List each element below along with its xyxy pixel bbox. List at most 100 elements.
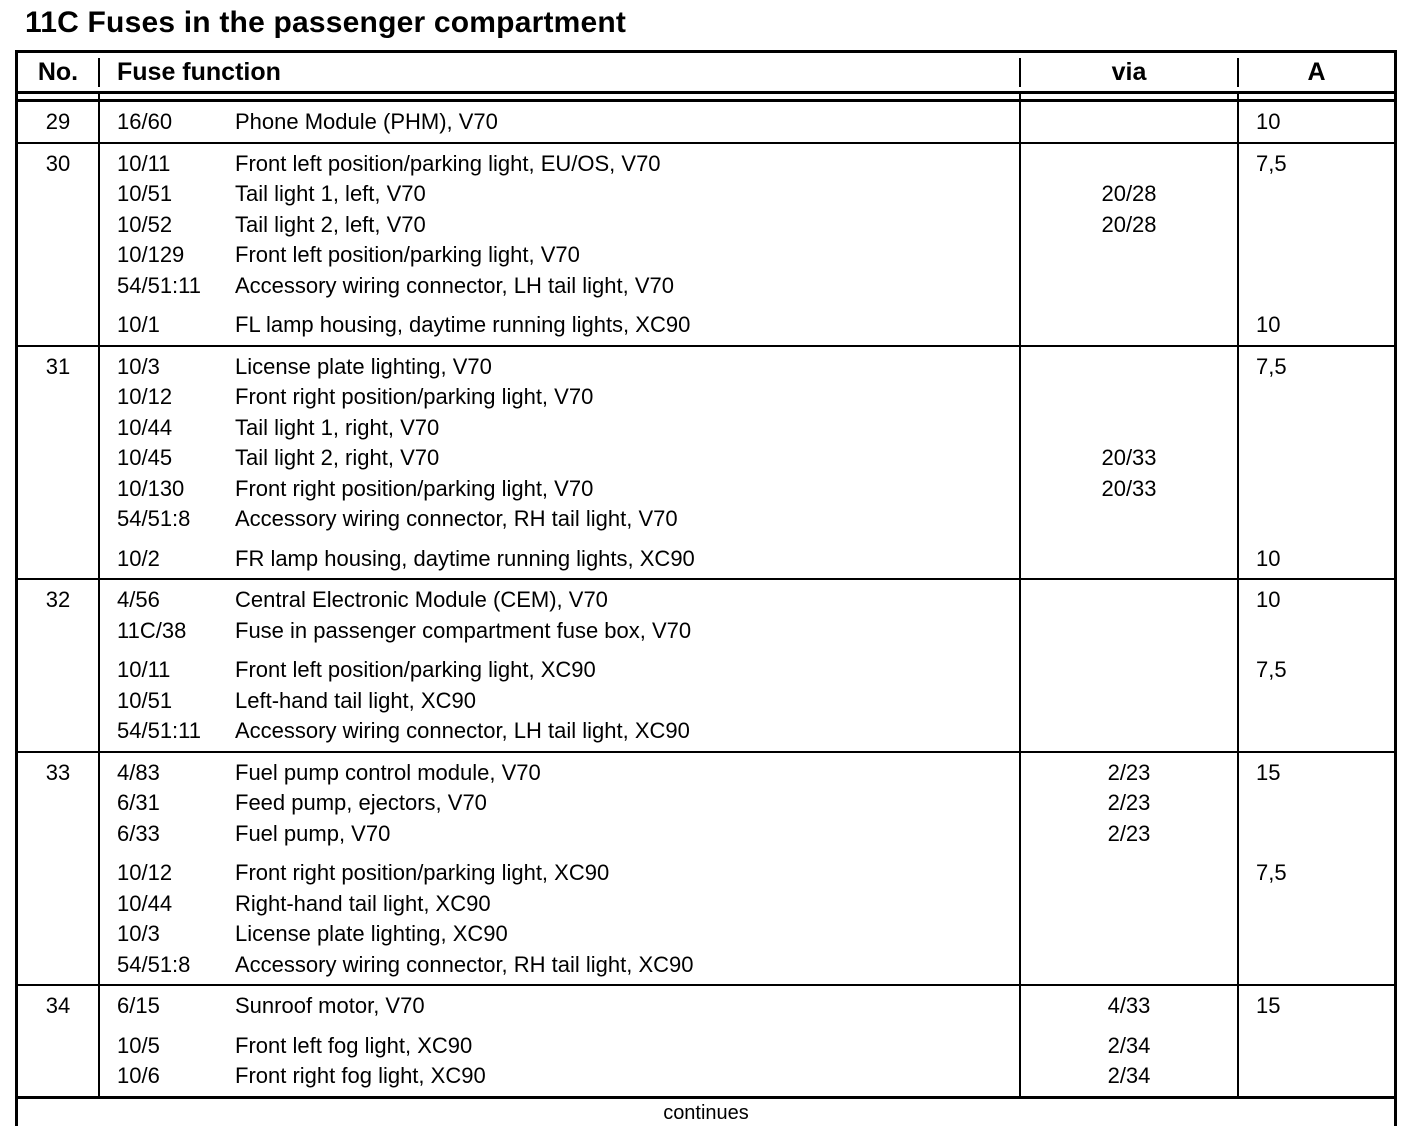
fuse-description: License plate lighting, V70 bbox=[235, 353, 492, 379]
fuse-function-cell: 10/11 Front left position/parking light, … bbox=[98, 143, 1019, 345]
fuse-code: 4/56 bbox=[117, 587, 160, 613]
fuse-line: 10/11 Front left position/parking light, … bbox=[100, 655, 1019, 686]
fuse-description: Central Electronic Module (CEM), V70 bbox=[235, 587, 608, 613]
fuse-line: 10/51 Left-hand tail light, XC90 bbox=[100, 686, 1019, 717]
header-via: via bbox=[1019, 57, 1237, 87]
amp-value bbox=[1239, 1031, 1394, 1062]
row-number: 31 bbox=[45, 353, 71, 379]
amp-value bbox=[1239, 716, 1394, 747]
via-value: 2/34 bbox=[1107, 1063, 1151, 1089]
fuse-line: 10/3 License plate lighting, V70 bbox=[100, 352, 1019, 383]
amp-value bbox=[1239, 1061, 1394, 1092]
fuse-description: Fuel pump control module, V70 bbox=[235, 759, 541, 785]
fuse-description: Front left position/parking light, XC90 bbox=[235, 657, 596, 683]
fuse-description: Tail light 1, left, V70 bbox=[235, 181, 426, 207]
fuse-line: 10/44 Tail light 1, right, V70 bbox=[100, 413, 1019, 444]
table-row: 34 6/15 Sunroof motor, V70 10/5 Front left f… bbox=[18, 984, 1394, 1096]
fuse-code: 10/11 bbox=[117, 657, 171, 683]
fuse-line: 10/5 Front left fog light, XC90 bbox=[100, 1031, 1019, 1062]
fuse-line: 6/33 Fuel pump, V70 bbox=[100, 819, 1019, 850]
fuse-description: Sunroof motor, V70 bbox=[235, 993, 425, 1019]
table-row: 33 4/83 Fuel pump control module, V70 6/31 F… bbox=[18, 750, 1394, 984]
fuse-line: 10/12 Front right position/parking light,… bbox=[100, 858, 1019, 889]
fuse-line: 4/56 Central Electronic Module (CEM), V70 bbox=[100, 585, 1019, 616]
fuse-code: 10/12 bbox=[117, 860, 173, 886]
via-value: 20/33 bbox=[1101, 475, 1157, 501]
fuse-line: 6/31 Feed pump, ejectors, V70 bbox=[100, 788, 1019, 819]
fuse-description: Accessory wiring connector, LH tail ligh… bbox=[235, 272, 674, 298]
via-value bbox=[1021, 716, 1237, 747]
fuse-line: 10/129 Front left position/parking light,… bbox=[100, 240, 1019, 271]
fuse-code: 10/5 bbox=[117, 1032, 160, 1058]
fuse-description: Front right position/parking light, V70 bbox=[235, 384, 594, 410]
fuse-description: Accessory wiring connector, RH tail ligh… bbox=[235, 506, 678, 532]
via-cell: 20/33 20/33 bbox=[1019, 346, 1237, 578]
fuse-line: 54/51:8 Accessory wiring connector, RH ta… bbox=[100, 504, 1019, 535]
fuse-code: 10/3 bbox=[117, 353, 160, 379]
fuse-code: 10/6 bbox=[117, 1063, 160, 1089]
fuse-line: 10/3 License plate lighting, XC90 bbox=[100, 919, 1019, 950]
amp-value bbox=[1239, 240, 1394, 271]
fuse-line: 10/45 Tail light 2, right, V70 bbox=[100, 443, 1019, 474]
fuse-code: 10/2 bbox=[117, 545, 160, 571]
via-value bbox=[1021, 655, 1237, 686]
amp-value: 7,5 bbox=[1256, 860, 1287, 886]
table-footer: continues bbox=[18, 1095, 1394, 1126]
fuse-code: 4/83 bbox=[117, 759, 160, 785]
fuse-description: Accessory wiring connector, LH tail ligh… bbox=[235, 718, 690, 744]
row-number-cell: 30 bbox=[18, 144, 98, 345]
table-row: 29 16/60 Phone Module (PHM), V70 10 bbox=[18, 102, 1394, 142]
fuse-function-cell: 16/60 Phone Module (PHM), V70 bbox=[98, 102, 1019, 142]
fuse-code: 10/52 bbox=[117, 211, 173, 237]
amp-value: 15 bbox=[1256, 993, 1281, 1019]
amp-value bbox=[1239, 504, 1394, 535]
fuse-description: Tail light 1, right, V70 bbox=[235, 414, 440, 440]
fuse-code: 6/33 bbox=[117, 820, 160, 846]
amp-value: 10 bbox=[1256, 109, 1281, 135]
via-value bbox=[1021, 382, 1237, 413]
amp-value bbox=[1239, 413, 1394, 444]
via-value: 20/28 bbox=[1101, 181, 1157, 207]
fuse-function-cell: 4/56 Central Electronic Module (CEM), V70… bbox=[98, 580, 1019, 751]
via-value bbox=[1021, 919, 1237, 950]
amp-value: 15 bbox=[1256, 759, 1281, 785]
fuse-description: Tail light 2, right, V70 bbox=[235, 445, 440, 471]
fuse-description: Front right position/parking light, V70 bbox=[235, 475, 594, 501]
fuse-function-cell: 6/15 Sunroof motor, V70 10/5 Front left fog… bbox=[98, 986, 1019, 1096]
via-value bbox=[1021, 271, 1237, 302]
amp-value bbox=[1239, 210, 1394, 241]
fuse-description: Front right fog light, XC90 bbox=[235, 1063, 486, 1089]
fuse-description: Fuse in passenger compartment fuse box, … bbox=[235, 617, 692, 643]
fuse-description: FL lamp housing, daytime running lights,… bbox=[235, 312, 691, 338]
amp-value: 7,5 bbox=[1256, 353, 1287, 379]
amps-cell: 15 7,5 bbox=[1237, 752, 1394, 984]
via-value bbox=[1021, 585, 1237, 616]
fuse-description: Front left fog light, XC90 bbox=[235, 1032, 473, 1058]
fuse-line: 10/44 Right-hand tail light, XC90 bbox=[100, 889, 1019, 920]
row-number: 30 bbox=[45, 150, 71, 176]
fuse-line: 10/11 Front left position/parking light, … bbox=[100, 149, 1019, 180]
table-body: 29 16/60 Phone Module (PHM), V70 10 30 10/11 F… bbox=[18, 102, 1394, 1096]
fuse-code: 16/60 bbox=[117, 109, 173, 135]
fuse-description: Phone Module (PHM), V70 bbox=[235, 109, 498, 135]
fuse-description: FR lamp housing, daytime running lights,… bbox=[235, 545, 695, 571]
fuse-line: 10/130 Front right position/parking light… bbox=[100, 474, 1019, 505]
via-value: 4/33 bbox=[1107, 993, 1151, 1019]
amp-value: 7,5 bbox=[1256, 657, 1287, 683]
via-value bbox=[1021, 858, 1237, 889]
fuse-line: 54/51:11 Accessory wiring connector, LH t… bbox=[100, 271, 1019, 302]
fuse-line: 54/51:11 Accessory wiring connector, LH t… bbox=[100, 716, 1019, 747]
fuse-line: 10/2 FR lamp housing, daytime running lig… bbox=[100, 544, 1019, 575]
amp-value bbox=[1239, 474, 1394, 505]
fuse-line: 10/52 Tail light 2, left, V70 bbox=[100, 210, 1019, 241]
fuse-description: Tail light 2, left, V70 bbox=[235, 211, 426, 237]
fuse-description: Right-hand tail light, XC90 bbox=[235, 890, 491, 916]
via-value bbox=[1021, 310, 1237, 341]
via-value bbox=[1021, 413, 1237, 444]
amp-value bbox=[1239, 686, 1394, 717]
amp-value: 10 bbox=[1256, 545, 1281, 571]
row-number-cell: 34 bbox=[18, 986, 98, 1096]
table-row: 32 4/56 Central Electronic Module (CEM), V… bbox=[18, 578, 1394, 751]
fuse-line: 54/51:8 Accessory wiring connector, RH ta… bbox=[100, 950, 1019, 981]
